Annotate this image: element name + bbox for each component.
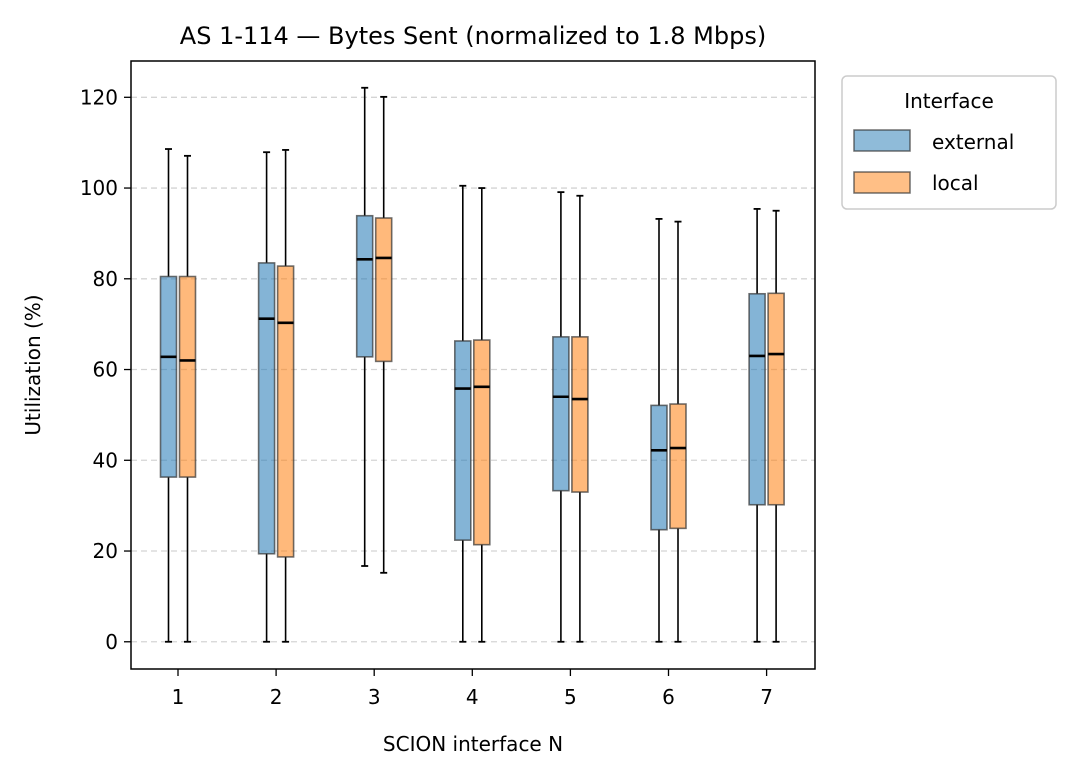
y-tick-label: 0 — [105, 630, 118, 654]
y-tick-label: 20 — [93, 539, 118, 563]
legend-swatch-external — [853, 129, 911, 152]
y-tick-label: 100 — [80, 176, 118, 200]
box-local-7 — [767, 292, 785, 506]
boxes — [159, 214, 785, 558]
box-local-1 — [178, 275, 197, 478]
y-axis-label: Utilization (%) — [21, 294, 45, 435]
legend-label-external: external — [932, 130, 1014, 154]
y-tick-label: 40 — [93, 448, 118, 472]
box-local-2 — [276, 265, 295, 558]
box-local-5 — [571, 336, 589, 493]
y-tick-label: 80 — [93, 267, 118, 291]
box-external-3 — [355, 214, 374, 358]
box-local-6 — [669, 403, 687, 530]
x-tick-label: 1 — [172, 685, 185, 709]
box-external-4 — [453, 340, 472, 541]
legend-swatch-local — [853, 171, 911, 194]
x-tick-label: 4 — [466, 685, 479, 709]
box-external-6 — [650, 404, 668, 531]
medians — [160, 256, 785, 452]
x-tick-label: 7 — [760, 685, 773, 709]
box-local-4 — [472, 339, 491, 546]
x-tick-label: 6 — [662, 685, 675, 709]
y-axis-ticks: 0 20 40 60 80 100 120 — [80, 85, 131, 654]
x-tick-label: 3 — [368, 685, 381, 709]
box-external-1 — [159, 275, 178, 478]
whiskers — [165, 86, 780, 643]
x-axis-ticks: 1 2 3 4 5 6 7 — [172, 669, 773, 709]
chart-title: AS 1-114 — Bytes Sent (normalized to 1.8… — [180, 22, 766, 50]
legend-label-local: local — [932, 171, 979, 195]
x-tick-label: 5 — [564, 685, 577, 709]
plot-area-frame — [130, 60, 816, 670]
box-external-5 — [552, 336, 570, 492]
x-tick-label: 2 — [270, 685, 283, 709]
legend: Interface external local — [841, 75, 1057, 210]
legend-title: Interface — [904, 89, 994, 113]
y-tick-label: 120 — [80, 85, 118, 109]
y-tick-label: 60 — [93, 358, 118, 382]
box-external-7 — [748, 292, 766, 506]
box-local-3 — [374, 217, 393, 363]
x-axis-label: SCION interface N — [383, 732, 563, 756]
box-external-2 — [257, 262, 276, 555]
